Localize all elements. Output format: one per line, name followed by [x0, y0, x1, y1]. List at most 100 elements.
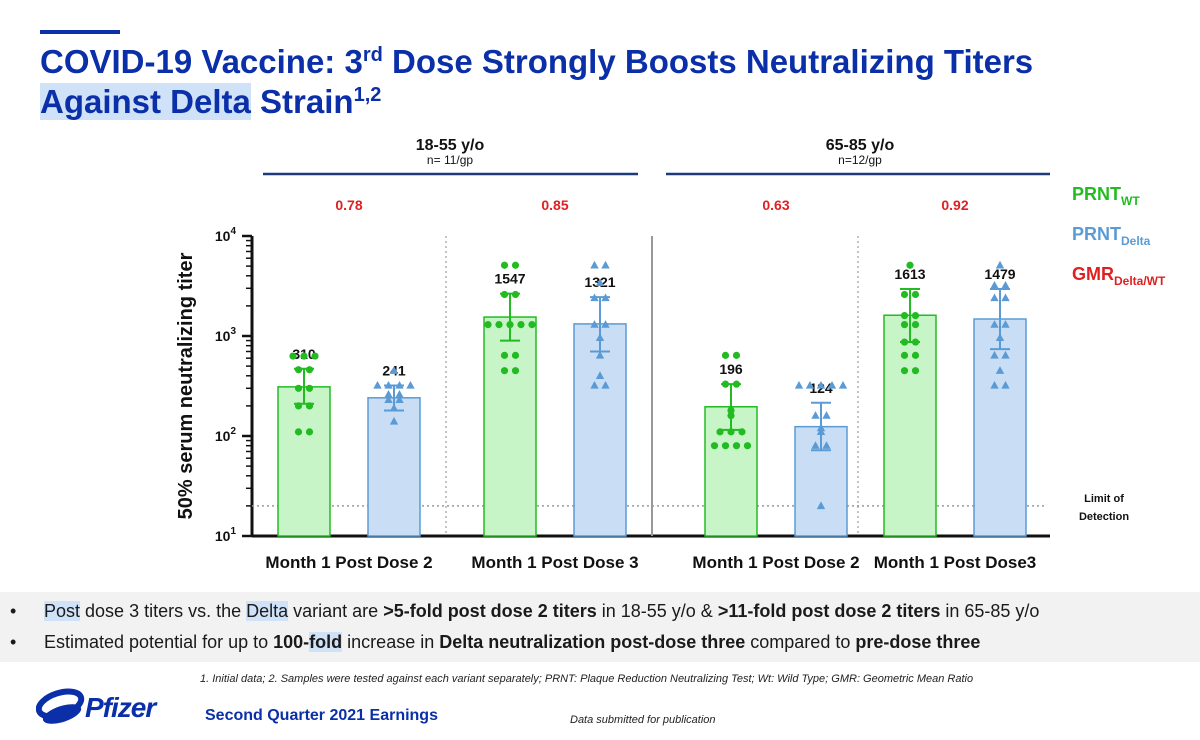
data-point — [990, 350, 999, 359]
bar-value-label: 196 — [719, 361, 743, 377]
bullet-2-marker: • — [10, 632, 17, 652]
bar — [973, 318, 1027, 537]
x-category-label: Month 1 Post Dose3 — [874, 553, 1036, 572]
data-point — [1001, 380, 1010, 389]
pfizer-wordmark: Pfizer — [85, 692, 156, 723]
data-point — [511, 290, 520, 299]
bar-value-label: 1479 — [984, 266, 1015, 282]
data-point — [911, 367, 920, 375]
data-point — [721, 442, 730, 450]
data-point — [822, 441, 831, 449]
data-point — [511, 261, 520, 269]
data-point — [732, 380, 741, 388]
data-point — [294, 402, 303, 410]
gmr-value: 0.85 — [541, 197, 568, 213]
data-point — [511, 367, 520, 375]
data-point — [590, 320, 599, 328]
legend-subscript: WT — [1121, 194, 1140, 208]
bullet-2: • Estimated potential for up to 100-fold … — [10, 632, 980, 653]
data-point — [595, 333, 605, 341]
data-point — [727, 428, 735, 436]
y-tick-exponent: 4 — [230, 226, 236, 237]
data-point — [716, 428, 724, 436]
data-point — [1001, 320, 1010, 328]
y-tick-exponent: 3 — [230, 326, 236, 337]
data-point — [827, 380, 837, 389]
data-point — [816, 380, 826, 389]
bullet-1: • Post dose 3 titers vs. the Delta varian… — [10, 601, 1039, 622]
data-point — [721, 380, 730, 388]
bar — [573, 323, 627, 537]
data-point — [911, 321, 920, 329]
bullet-1-p6: in 65-85 y/o — [940, 601, 1040, 621]
data-point — [911, 290, 920, 299]
data-point — [911, 311, 920, 320]
data-point — [990, 380, 999, 389]
data-point — [500, 367, 509, 375]
data-point — [811, 441, 820, 449]
data-point — [822, 411, 831, 419]
data-point — [721, 351, 730, 359]
data-point — [373, 380, 382, 389]
data-point — [590, 380, 599, 389]
data-point — [590, 293, 599, 302]
data-point — [601, 320, 610, 328]
legend-subscript: Delta — [1121, 234, 1151, 248]
legend-subscript: Delta/WT — [1114, 274, 1166, 288]
data-point — [732, 351, 741, 359]
data-point — [384, 380, 393, 389]
data-point — [900, 321, 909, 329]
data-point — [995, 260, 1005, 269]
data-point — [395, 395, 404, 404]
title-line1-part2: Dose Strongly Boosts Neutralizing Titers — [382, 43, 1034, 80]
data-point — [1001, 293, 1010, 302]
data-point — [311, 352, 319, 360]
data-point — [900, 311, 909, 320]
bullet-1-p1: Post — [44, 601, 81, 621]
group-label: 65-85 y/o — [826, 137, 895, 154]
legend-name: PRNT — [1072, 224, 1121, 244]
data-point — [384, 395, 393, 404]
data-point — [732, 442, 741, 450]
data-point — [811, 411, 820, 419]
data-point — [289, 352, 297, 360]
data-point — [738, 428, 746, 436]
y-tick-label: 104 — [215, 226, 237, 244]
data-point — [900, 367, 909, 375]
y-tick-base: 10 — [215, 528, 231, 544]
data-point — [389, 403, 399, 412]
bullet-2-b4: pre-dose three — [855, 632, 981, 652]
group-n-label: n=12/gp — [838, 153, 882, 167]
bullet-1-b2: >11-fold post dose 2 titers — [717, 601, 941, 621]
data-point — [595, 278, 605, 287]
data-point — [395, 390, 404, 398]
bullet-2-b3: neutralization post-dose three — [483, 632, 746, 652]
footnote: 1. Initial data; 2. Samples were tested … — [200, 673, 974, 685]
data-point — [743, 442, 752, 450]
bullet-2-b1a: 100- — [273, 632, 310, 652]
data-point — [990, 293, 999, 302]
data-point — [511, 351, 520, 359]
bullet-1-p5: in 18-55 y/o & — [596, 601, 718, 621]
legend-entry: PRNTWT — [1072, 184, 1140, 208]
data-point — [710, 442, 719, 450]
data-point — [816, 423, 826, 432]
data-point — [601, 260, 610, 269]
data-point — [805, 380, 815, 389]
data-point — [500, 261, 509, 269]
titer-bar-chart: 50% serum neutralizing titer101102103104… — [175, 137, 1166, 572]
legend-name: PRNT — [1072, 184, 1121, 204]
data-point — [595, 350, 605, 359]
bar-value-label: 1613 — [894, 266, 925, 282]
data-point — [506, 321, 514, 329]
y-tick-label: 102 — [215, 426, 237, 444]
gmr-value: 0.63 — [762, 197, 789, 213]
y-tick-base: 10 — [215, 228, 231, 244]
data-point — [384, 390, 393, 398]
data-point — [838, 380, 848, 389]
group-n-label: n= 11/gp — [427, 153, 473, 167]
bullet-2-b2: Delta — [439, 632, 484, 652]
title-line2-highlight: Against Delta — [40, 83, 251, 120]
data-point — [517, 321, 525, 329]
bullet-1-marker: • — [10, 601, 17, 621]
